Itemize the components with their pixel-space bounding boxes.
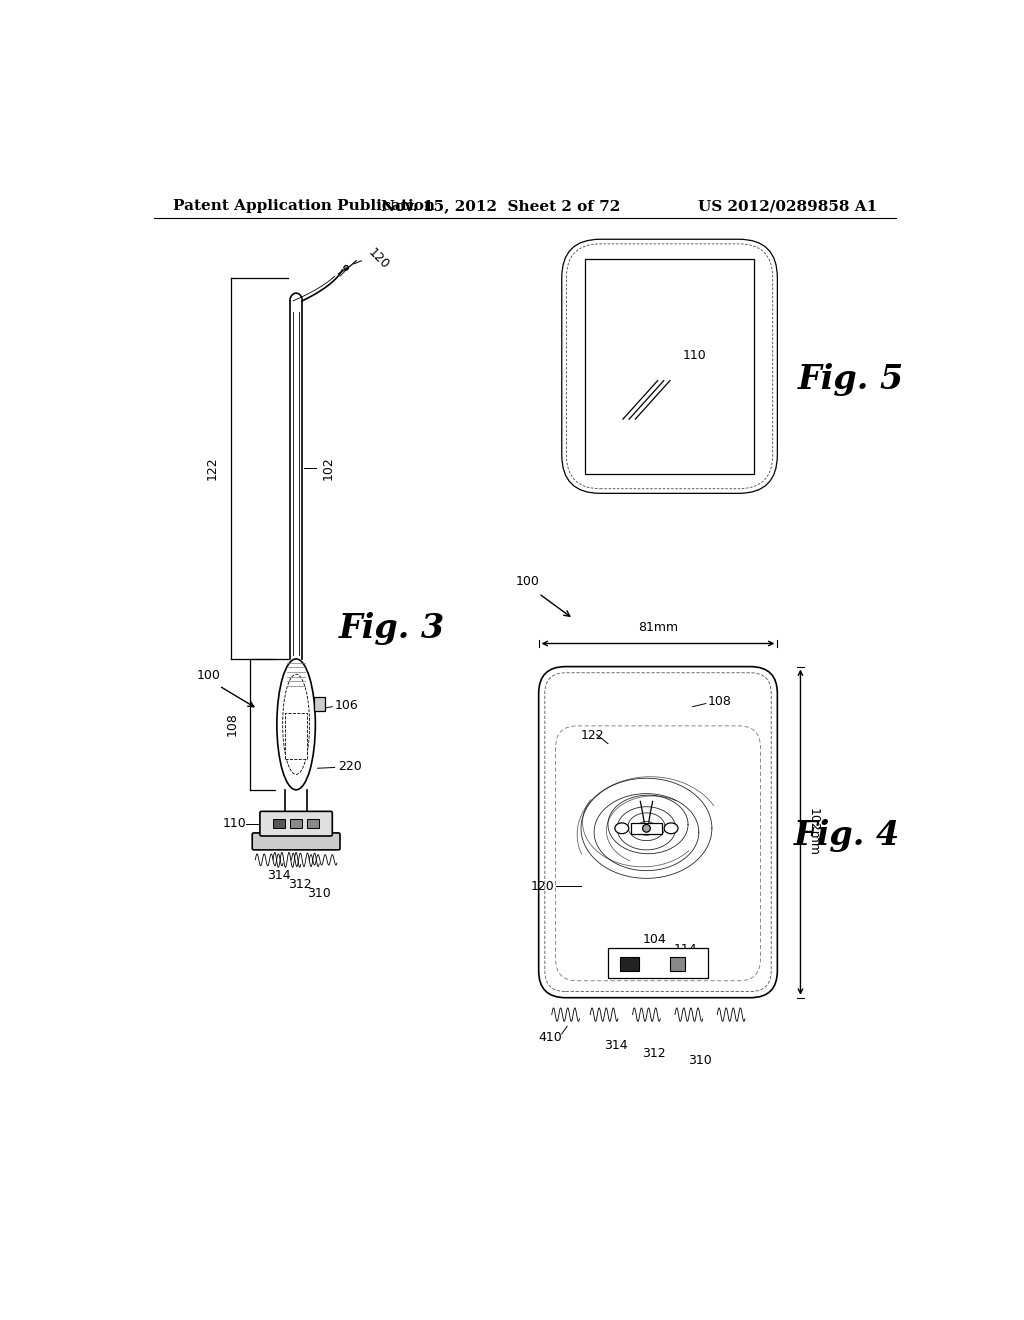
Text: Fig. 5: Fig. 5: [798, 363, 903, 396]
Bar: [286, 713, 307, 759]
Text: 314: 314: [604, 1039, 628, 1052]
Ellipse shape: [614, 822, 629, 834]
Bar: [307, 818, 319, 829]
Text: 104: 104: [643, 933, 667, 946]
Text: Fig. 4: Fig. 4: [794, 820, 900, 853]
Bar: [313, 697, 325, 711]
Circle shape: [344, 265, 348, 271]
Text: 100: 100: [198, 669, 221, 682]
Text: Nov. 15, 2012  Sheet 2 of 72: Nov. 15, 2012 Sheet 2 of 72: [381, 199, 620, 213]
Text: 120: 120: [366, 246, 391, 272]
Text: Fig. 3: Fig. 3: [339, 611, 445, 644]
Text: 106: 106: [335, 698, 358, 711]
Circle shape: [643, 825, 650, 832]
Text: 110: 110: [683, 348, 707, 362]
Bar: [620, 957, 639, 970]
Text: 108: 108: [225, 713, 239, 737]
Bar: [608, 948, 708, 978]
Bar: [670, 957, 685, 970]
Bar: [631, 822, 662, 834]
Text: Patent Application Publication: Patent Application Publication: [173, 199, 435, 213]
Text: 102: 102: [322, 457, 335, 480]
Text: 108: 108: [708, 694, 732, 708]
Text: 314: 314: [267, 869, 291, 882]
Text: 312: 312: [288, 878, 311, 891]
Ellipse shape: [276, 659, 315, 789]
Bar: [273, 818, 286, 829]
Text: 102mm: 102mm: [807, 808, 819, 857]
FancyBboxPatch shape: [539, 667, 777, 998]
Bar: [585, 259, 755, 474]
Ellipse shape: [283, 675, 309, 775]
Text: 120: 120: [530, 879, 554, 892]
Text: US 2012/0289858 A1: US 2012/0289858 A1: [698, 199, 878, 213]
Text: 220: 220: [339, 760, 362, 774]
Text: 122: 122: [206, 457, 219, 480]
Bar: [290, 818, 302, 829]
FancyBboxPatch shape: [252, 833, 340, 850]
Text: 310: 310: [307, 887, 331, 900]
FancyBboxPatch shape: [562, 239, 777, 494]
Text: 100: 100: [515, 576, 539, 589]
Text: 312: 312: [642, 1047, 666, 1060]
Text: 110: 110: [222, 817, 247, 830]
Text: 310: 310: [688, 1055, 713, 1068]
Ellipse shape: [665, 822, 678, 834]
Text: 81mm: 81mm: [638, 622, 678, 635]
Text: 410: 410: [539, 1031, 562, 1044]
FancyBboxPatch shape: [260, 812, 333, 836]
Text: 122: 122: [581, 730, 604, 742]
Text: 114: 114: [674, 944, 697, 957]
